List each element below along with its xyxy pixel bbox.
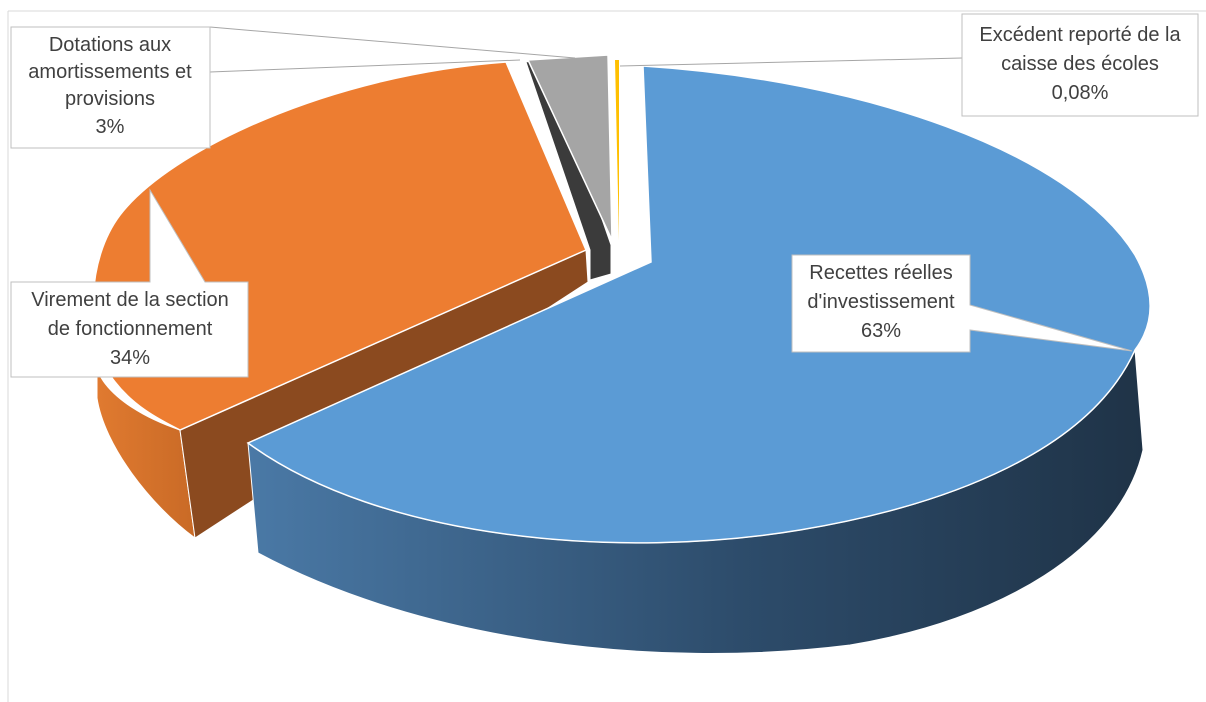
dotations-leader-2 (209, 59, 521, 73)
dotations-label-box (10, 26, 211, 149)
excedent-label-pct: 0,08% (1052, 82, 1109, 104)
recettes-label-pct: 63% (861, 320, 901, 342)
slice-recettes-top (246, 65, 1151, 544)
slice-virement-outer-side (96, 369, 196, 540)
dotations-label-line1: Dotations aux (49, 34, 171, 56)
dotations-label-line3: provisions (65, 88, 155, 110)
slice-excedent (615, 60, 619, 240)
excedent-label-box (961, 13, 1199, 117)
dotations-label-pct: 3% (96, 116, 125, 138)
dotations-label-line2: amortissements et (28, 61, 192, 83)
virement-label-box (10, 188, 249, 378)
virement-label-pct: 34% (110, 347, 150, 369)
virement-label-line1: Virement de la section (31, 289, 229, 311)
excedent-leader (619, 57, 963, 67)
recettes-label-box (791, 254, 1133, 353)
excedent-label-line1: Excédent reporté de la (979, 24, 1181, 46)
slice-dotations-side (525, 57, 612, 281)
virement-label-line2: de fonctionnement (48, 318, 213, 340)
recettes-label-line2: d'investissement (807, 291, 955, 313)
excedent-label-line2: caisse des écoles (1001, 53, 1159, 75)
recettes-label-line1: Recettes réelles (809, 262, 952, 284)
dotations-leader (209, 26, 576, 59)
